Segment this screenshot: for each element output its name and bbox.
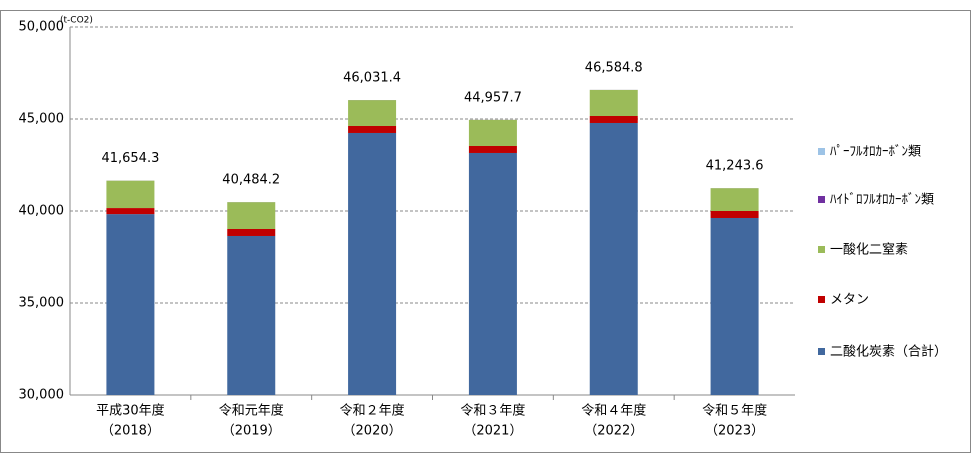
- bar-segment: [106, 181, 154, 208]
- y-tick-label: 30,000: [19, 388, 65, 403]
- bar-segment: [227, 202, 275, 229]
- unit-label: (t-CO2): [60, 16, 93, 26]
- x-tick-label: 令和３年度: [460, 403, 525, 419]
- legend-swatch: [818, 148, 825, 155]
- total-label: 40,484.2: [222, 173, 280, 188]
- bar-segment: [348, 126, 396, 133]
- x-tick-label: 令和２年度: [340, 403, 405, 419]
- bar-segment: [590, 90, 638, 116]
- legend-swatch: [818, 296, 825, 303]
- x-tick-label: 令和４年度: [581, 403, 646, 419]
- bar-segment: [590, 116, 638, 123]
- total-label: 41,654.3: [101, 151, 159, 166]
- legend-label: 一酸化二窒素: [830, 242, 908, 258]
- y-tick-label: 50,000: [19, 20, 65, 35]
- total-label: 44,957.7: [464, 90, 522, 105]
- bar-segment: [711, 218, 759, 395]
- legend-label: 二酸化炭素（合計）: [830, 344, 947, 360]
- bar-segment: [106, 208, 154, 214]
- bar-segment: [348, 100, 396, 126]
- legend-swatch: [818, 246, 825, 253]
- y-tick-label: 45,000: [19, 112, 65, 127]
- y-tick-label: 35,000: [19, 296, 65, 311]
- total-label: 46,584.8: [585, 60, 643, 75]
- legend-swatch: [818, 196, 825, 203]
- bar-segment: [590, 123, 638, 395]
- x-tick-sublabel: （2021）: [463, 424, 522, 439]
- x-tick-label: 令和元年度: [219, 403, 284, 419]
- total-label: 41,243.6: [706, 159, 764, 174]
- x-tick-sublabel: （2023）: [705, 424, 764, 439]
- x-tick-sublabel: （2019）: [222, 424, 281, 439]
- bar-segment: [227, 229, 275, 236]
- bar-segment: [469, 153, 517, 395]
- y-tick-label: 40,000: [19, 204, 65, 219]
- legend-label: ﾊｲﾄﾞﾛﾌﾙｵﾛｶｰﾎﾞﾝ類: [830, 193, 934, 208]
- total-label: 46,031.4: [343, 71, 401, 86]
- bar-segment: [711, 211, 759, 218]
- legend-label: ﾊﾟｰﾌﾙｵﾛｶｰﾎﾞﾝ類: [830, 145, 921, 160]
- bar-segment: [227, 236, 275, 395]
- x-tick-sublabel: （2022）: [584, 424, 643, 439]
- bar-segment: [469, 146, 517, 153]
- bar-segment: [348, 133, 396, 395]
- x-tick-label: 令和５年度: [702, 403, 767, 419]
- x-tick-sublabel: （2018）: [101, 424, 160, 439]
- bar-segment: [711, 188, 759, 211]
- bar-segment: [106, 214, 154, 395]
- bar-segment: [469, 120, 517, 146]
- x-tick-label: 平成30年度: [96, 403, 165, 419]
- x-tick-sublabel: （2020）: [343, 424, 402, 439]
- legend-swatch: [818, 348, 825, 355]
- legend-label: メタン: [830, 293, 869, 308]
